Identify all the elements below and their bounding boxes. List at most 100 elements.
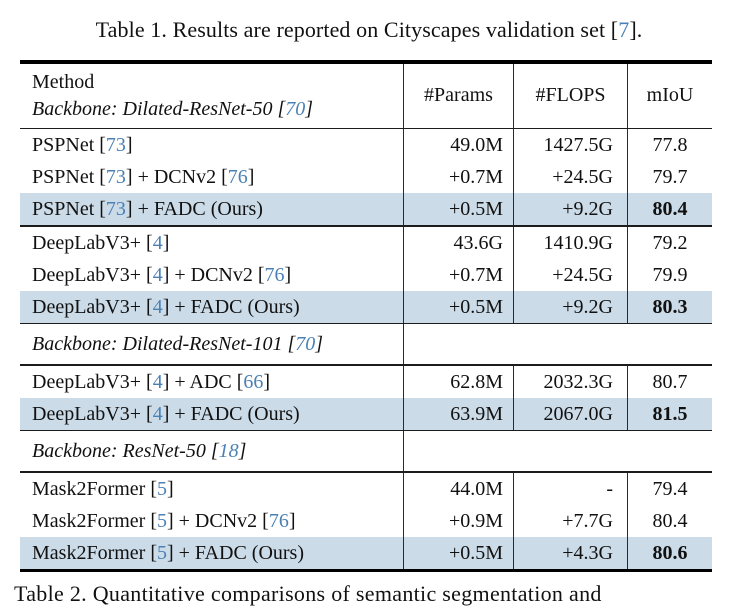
method-cell: PSPNet [73] + DCNv2 [76] — [32, 166, 255, 188]
method-cell: DeepLabV3+ [4] + FADC (Ours) — [32, 295, 300, 318]
citation-link[interactable]: 66 — [243, 370, 264, 393]
citation-link[interactable]: 4 — [152, 402, 163, 425]
header-backbone-label: Backbone: Dilated-ResNet-50 [70] — [32, 97, 314, 120]
table-body: PSPNet [73] 49.0M 1427.5G 77.8 PSPNet [73] +… — [20, 129, 712, 569]
section-divider-rule — [20, 471, 712, 473]
table-row: Mask2Former [5] 44.0M -79.4 — [20, 472, 712, 505]
method-cell: Mask2Former [5] + FADC (Ours) — [32, 541, 304, 564]
params-cell: 63.9M — [403, 397, 513, 430]
params-cell: +0.7M — [403, 161, 513, 193]
flops-cell: +7.7G — [513, 504, 627, 537]
backbone-subheader-label: Backbone: ResNet-50 [18] — [32, 440, 247, 462]
subheader-empty-cell — [627, 324, 712, 364]
table-row-highlighted-ours: PSPNet [73] + FADC (Ours) +0.5M +9.2G 80.4 — [20, 193, 712, 225]
table-row-highlighted-ours: DeepLabV3+ [4] + FADC (Ours) +0.5M +9.2G 80… — [20, 290, 712, 323]
miou-cell: 80.6 — [627, 536, 712, 569]
backbone-subheader-row: Backbone: Dilated-ResNet-101 [70] — [20, 324, 712, 364]
citation-link[interactable]: 7 — [618, 17, 630, 42]
table-row-highlighted-ours: DeepLabV3+ [4] + FADC (Ours) 63.9M 2067.0G… — [20, 397, 712, 430]
miou-cell: 81.5 — [627, 397, 712, 430]
header-method-label: Method — [32, 70, 95, 93]
flops-cell: 1427.5G — [513, 129, 627, 161]
citation-link[interactable]: 76 — [264, 263, 285, 286]
flops-cell: 2032.3G — [513, 365, 627, 398]
citation-link[interactable]: 73 — [105, 166, 126, 188]
table-2-caption-clipped: Table 2. Quantitative comparisons of sem… — [14, 581, 602, 606]
header-bottom-rule — [20, 127, 712, 129]
subheader-column-divider — [403, 324, 513, 364]
table-top-rule — [20, 60, 712, 64]
miou-cell: 80.4 — [627, 504, 712, 537]
table-row: Mask2Former [5] + DCNv2 [76] +0.9M +7.7G 80… — [20, 504, 712, 537]
citation-link[interactable]: 76 — [268, 509, 289, 532]
citation-link[interactable]: 70 — [285, 97, 306, 120]
citation-link[interactable]: 73 — [105, 134, 126, 156]
params-cell: 44.0M — [403, 472, 513, 505]
flops-cell: +24.5G — [513, 161, 627, 193]
table-row: PSPNet [73] + DCNv2 [76] +0.7M +24.5G 79.7 — [20, 161, 712, 193]
header-flops-label: #FLOPS — [513, 63, 627, 128]
citation-link[interactable]: 76 — [227, 166, 248, 188]
table-row: DeepLabV3+ [4] + ADC [66] 62.8M 2032.3G 80.… — [20, 365, 712, 398]
flops-cell: 1410.9G — [513, 226, 627, 259]
citation-link[interactable]: 5 — [156, 541, 167, 564]
method-cell: Mask2Former [5] — [32, 477, 174, 500]
table-row-highlighted-ours: Mask2Former [5] + FADC (Ours) +0.5M +4.3G 8… — [20, 536, 712, 569]
subheader-column-divider — [403, 431, 513, 471]
header-miou-label: mIoU — [627, 63, 712, 128]
citation-link[interactable]: 4 — [152, 231, 163, 254]
citation-link[interactable]: 4 — [152, 370, 163, 393]
flops-cell: - — [513, 472, 627, 505]
params-cell: +0.5M — [403, 193, 513, 225]
citation-link[interactable]: 18 — [218, 440, 239, 462]
table-header-row: Method Backbone: Dilated-ResNet-50 [70] … — [20, 63, 712, 128]
subheader-empty-cell — [627, 431, 712, 471]
citation-link[interactable]: 5 — [156, 477, 167, 500]
table-bottom-rule — [20, 568, 712, 572]
params-cell: 43.6G — [403, 226, 513, 259]
flops-cell: 2067.0G — [513, 397, 627, 430]
miou-cell: 79.9 — [627, 258, 712, 291]
flops-cell: +9.2G — [513, 290, 627, 323]
section-divider-rule — [20, 322, 712, 324]
method-cell: PSPNet [73] + FADC (Ours) — [32, 198, 263, 220]
params-cell: 62.8M — [403, 365, 513, 398]
flops-cell: +9.2G — [513, 193, 627, 225]
miou-cell: 79.4 — [627, 472, 712, 505]
citation-link[interactable]: 4 — [152, 263, 163, 286]
miou-cell: 80.4 — [627, 193, 712, 225]
table-row: DeepLabV3+ [4] 43.6G 1410.9G 79.2 — [20, 226, 712, 259]
section-divider-rule — [20, 364, 712, 366]
subheader-empty-cell — [513, 324, 627, 364]
method-cell: DeepLabV3+ [4] + DCNv2 [76] — [32, 263, 292, 286]
params-cell: +0.5M — [403, 536, 513, 569]
flops-cell: +24.5G — [513, 258, 627, 291]
params-cell: 49.0M — [403, 129, 513, 161]
miou-cell: 79.2 — [627, 226, 712, 259]
miou-cell: 80.3 — [627, 290, 712, 323]
subheader-empty-cell — [513, 431, 627, 471]
section-divider-rule — [20, 429, 712, 431]
backbone-subheader-label: Backbone: Dilated-ResNet-101 [70] — [32, 333, 324, 355]
results-table: Method Backbone: Dilated-ResNet-50 [70] … — [20, 60, 712, 572]
citation-link[interactable]: 5 — [156, 509, 167, 532]
miou-cell: 79.7 — [627, 161, 712, 193]
table-row: PSPNet [73] 49.0M 1427.5G 77.8 — [20, 129, 712, 161]
citation-link[interactable]: 73 — [105, 198, 126, 220]
method-cell: DeepLabV3+ [4] + FADC (Ours) — [32, 402, 300, 425]
miou-cell: 80.7 — [627, 365, 712, 398]
section-divider-rule — [20, 225, 712, 227]
params-cell: +0.5M — [403, 290, 513, 323]
backbone-subheader-row: Backbone: ResNet-50 [18] — [20, 431, 712, 471]
miou-cell: 77.8 — [627, 129, 712, 161]
method-cell: DeepLabV3+ [4] — [32, 231, 170, 254]
method-cell: Mask2Former [5] + DCNv2 [76] — [32, 509, 296, 532]
citation-link[interactable]: 70 — [295, 333, 316, 355]
table-1-caption: Table 1. Results are reported on Citysca… — [95, 17, 643, 42]
method-cell: DeepLabV3+ [4] + ADC [66] — [32, 370, 271, 393]
method-cell: PSPNet [73] — [32, 134, 133, 156]
citation-link[interactable]: 4 — [152, 295, 163, 318]
table-row: DeepLabV3+ [4] + DCNv2 [76] +0.7M +24.5G 79… — [20, 258, 712, 291]
params-cell: +0.7M — [403, 258, 513, 291]
flops-cell: +4.3G — [513, 536, 627, 569]
